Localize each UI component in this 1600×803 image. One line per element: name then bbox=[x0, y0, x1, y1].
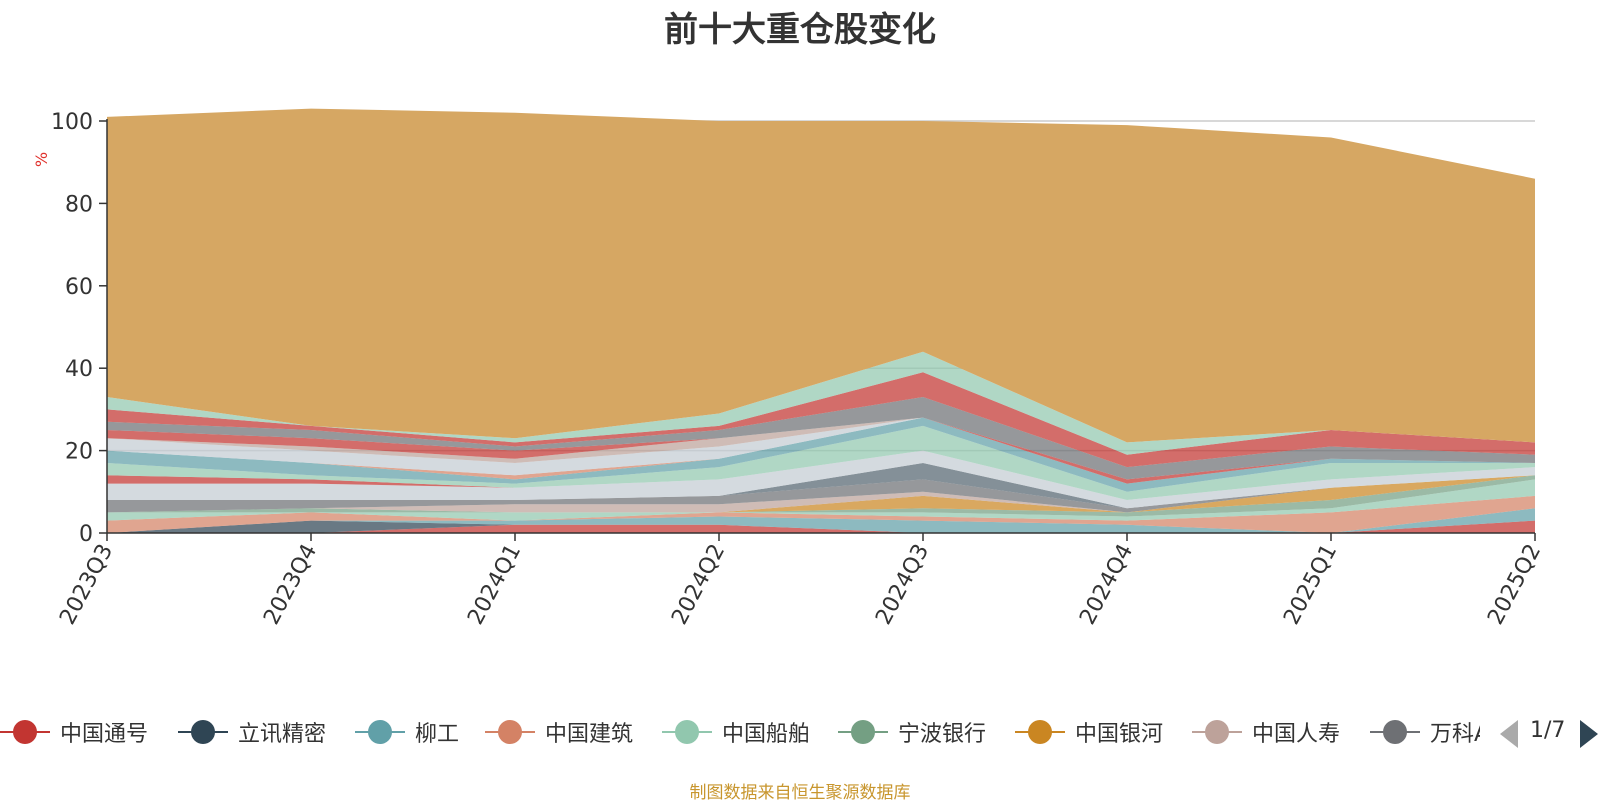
chart-plot: 0 20 40 60 80 100 2023Q3 2023Q4 2024Q1 2024Q2 2024… bbox=[51, 108, 1546, 629]
legend-marker-icon bbox=[0, 717, 50, 747]
y-axis-unit: % bbox=[32, 151, 52, 168]
area-series-22 bbox=[107, 108, 1535, 443]
legend-item[interactable]: 中国通号 bbox=[0, 712, 148, 752]
legend-page-indicator: 1/7 bbox=[1530, 718, 1566, 743]
x-tick-label: 2024Q3 bbox=[871, 540, 934, 629]
x-tick-label: 2024Q2 bbox=[667, 540, 730, 629]
x-tick-label: 2025Q1 bbox=[1279, 540, 1342, 629]
x-tick-label: 2024Q1 bbox=[463, 540, 526, 629]
area-series-5 bbox=[107, 475, 1535, 517]
legend-item[interactable]: 中国船舶 bbox=[662, 712, 810, 752]
y-tick-label: 100 bbox=[51, 110, 93, 135]
legend-label: 立讯精密 bbox=[238, 722, 327, 747]
legend-marker-icon bbox=[178, 717, 228, 747]
legend-marker-icon bbox=[1015, 717, 1065, 747]
legend-label: 中国人寿 bbox=[1252, 722, 1341, 747]
legend-label: 宁波银行 bbox=[898, 722, 987, 747]
source-note: 制图数据来自恒生聚源数据库 bbox=[689, 783, 911, 803]
chart-title: 前十大重仓股变化 bbox=[664, 10, 936, 50]
area-series-0 bbox=[107, 520, 1535, 533]
legend-item[interactable]: 柳工 bbox=[355, 712, 459, 752]
area-series-8 bbox=[107, 475, 1535, 513]
legend-item[interactable]: 中国银河 bbox=[1015, 712, 1163, 752]
x-tick-label: 2023Q3 bbox=[55, 540, 118, 629]
legend-label: 中国通号 bbox=[60, 722, 149, 747]
area-series bbox=[107, 108, 1535, 533]
y-tick-label: 0 bbox=[79, 522, 93, 547]
y-tick-label: 80 bbox=[65, 192, 93, 217]
area-series-2 bbox=[107, 508, 1535, 533]
x-tick-label: 2023Q4 bbox=[259, 540, 322, 629]
area-series-6 bbox=[107, 475, 1535, 513]
legend-label: 万科A bbox=[1430, 722, 1480, 747]
legend-label: 柳工 bbox=[415, 722, 460, 747]
y-tick-label: 20 bbox=[65, 440, 93, 465]
area-series-1 bbox=[107, 520, 1535, 533]
legend-marker-icon bbox=[1192, 717, 1242, 747]
legend-label: 中国银河 bbox=[1075, 722, 1164, 747]
legend-item[interactable]: 宁波银行 bbox=[838, 712, 986, 752]
legend-label: 中国建筑 bbox=[545, 722, 634, 747]
legend-marker-icon bbox=[1370, 717, 1420, 747]
area-series-18 bbox=[107, 417, 1535, 484]
legend-item[interactable]: 立讯精密 bbox=[178, 712, 326, 752]
legend-prev-page-icon[interactable] bbox=[1500, 720, 1518, 748]
x-tick-label: 2024Q4 bbox=[1075, 540, 1138, 629]
area-series-17 bbox=[107, 417, 1535, 484]
legend-item[interactable]: 中国建筑 bbox=[485, 712, 633, 752]
legend-item[interactable]: 中国人寿 bbox=[1192, 712, 1340, 752]
legend-marker-icon bbox=[485, 717, 535, 747]
legend-marker-icon bbox=[838, 717, 888, 747]
area-series-16 bbox=[107, 417, 1535, 484]
legend: 中国通号 立讯精密 柳工 中国建筑 中国船舶 宁波银行 中国银河 中国人寿 万科A 1/7 bbox=[0, 712, 1600, 752]
legend-label: 中国船舶 bbox=[722, 722, 811, 747]
legend-marker-icon bbox=[355, 717, 405, 747]
area-series-10 bbox=[107, 450, 1535, 509]
legend-items: 中国通号 立讯精密 柳工 中国建筑 中国船舶 宁波银行 中国银河 中国人寿 万科A bbox=[0, 712, 1480, 752]
area-series-9 bbox=[107, 463, 1535, 509]
legend-next-page-icon[interactable] bbox=[1580, 720, 1598, 748]
y-tick-label: 60 bbox=[65, 275, 93, 300]
legend-marker-icon bbox=[662, 717, 712, 747]
legend-item[interactable]: 万科A bbox=[1370, 712, 1480, 752]
y-tick-label: 40 bbox=[65, 357, 93, 382]
x-tick-label: 2025Q2 bbox=[1483, 540, 1546, 629]
area-series-19 bbox=[107, 397, 1535, 480]
area-series-12 bbox=[107, 425, 1535, 500]
